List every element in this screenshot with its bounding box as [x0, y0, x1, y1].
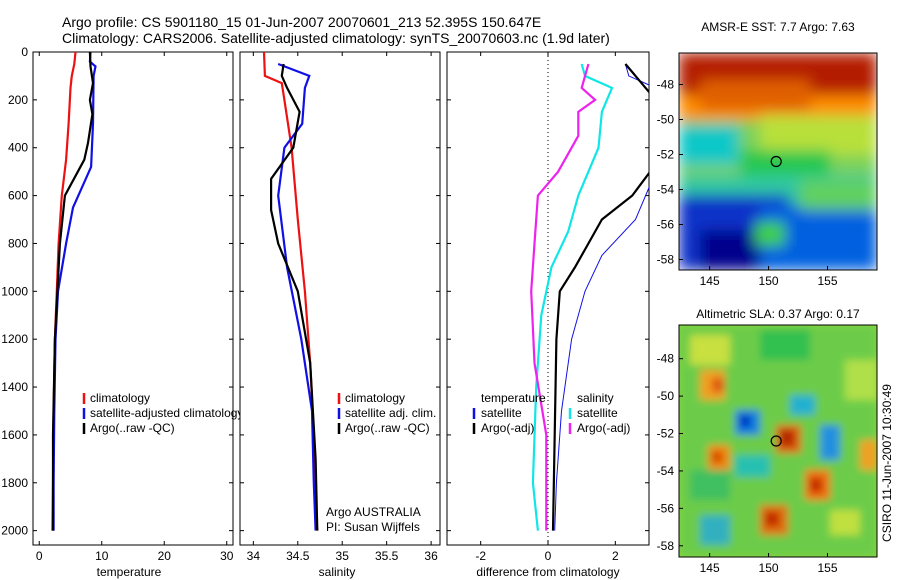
sst-argo-position-marker: [770, 155, 782, 168]
legend-label: satellite: [481, 406, 522, 420]
map-x-tick-label: 150: [759, 561, 779, 575]
sst-map-panel: AMSR-E SST: 7.7 Argo: 7.63 145 150 155-48-: [657, 20, 878, 289]
series-line-blue: [277, 62, 317, 531]
difference-lines: [530, 52, 649, 545]
x-tick-label: 2: [612, 549, 619, 563]
y-tick-label: 1600: [1, 428, 28, 442]
sst-heatmap: [679, 53, 877, 270]
legend-label: Argo(-adj): [577, 421, 630, 435]
series-line-black: [270, 63, 319, 531]
legend-label: climatology: [90, 391, 150, 405]
legend-label: Argo(..raw -QC): [345, 421, 430, 435]
salinity-xlabel: salinity: [319, 565, 356, 579]
series-line-black: [551, 63, 649, 531]
y-tick-label: 800: [8, 236, 28, 250]
map-x-tick-label: 150: [759, 274, 779, 288]
temperature-panel: 0 10 20 30 0 200 400 600 800 1000 1200 1400 1600 1800…: [1, 45, 243, 579]
legend-label: climatology: [345, 391, 405, 405]
temperature-axes-box: [32, 51, 234, 546]
x-tick-label: 34: [247, 549, 261, 563]
map-y-tick-label: -54: [657, 464, 675, 478]
y-tick-label: 1000: [1, 284, 28, 298]
salinity-ticks: 34 34.5 35 35.5 36: [240, 51, 440, 563]
sst-map-frame: [678, 52, 878, 271]
map-y-tick-label: -50: [657, 389, 675, 403]
y-tick-label: 1200: [1, 332, 28, 346]
y-tick-label: 0: [21, 45, 28, 59]
x-tick-label: 0: [545, 549, 552, 563]
difference-xlabel: difference from climatology: [476, 565, 619, 579]
x-tick-label: 30: [220, 549, 234, 563]
salinity-lines: [262, 52, 319, 531]
x-tick-label: 34.5: [286, 549, 310, 563]
map-y-tick-label: -50: [657, 113, 675, 127]
y-tick-label: 600: [8, 189, 28, 203]
temperature-lines: [51, 52, 97, 531]
sla-map-title: Altimetric SLA: 0.37 Argo: 0.17: [696, 307, 860, 321]
map-x-tick-label: 145: [700, 274, 720, 288]
sla-heatmap: [679, 325, 877, 557]
y-tick-label: 2000: [1, 524, 28, 538]
x-tick-label: 36: [424, 549, 438, 563]
series-line-magenta: [530, 63, 597, 531]
figure-title-line-2: Climatology: CARS2006. Satellite-adjuste…: [62, 30, 610, 46]
map-y-tick-label: -48: [657, 352, 675, 366]
map-y-tick-label: -52: [657, 427, 675, 441]
difference-legend: temperaturesatelliteArgo(-adj)salinitysa…: [472, 391, 630, 435]
sla-map-panel: Altimetric SLA: 0.37 Argo: 0.17: [657, 307, 878, 575]
salinity-axes-box: [239, 51, 441, 546]
y-tick-label: 1800: [1, 476, 28, 490]
figure-title-line-1: Argo profile: CS 5901180_15 01-Jun-2007 …: [62, 14, 541, 30]
argo-program-label: Argo AUSTRALIA: [326, 505, 421, 519]
y-tick-label: 200: [8, 93, 28, 107]
series-line-black: [51, 52, 95, 531]
legend-group-title: temperature: [481, 391, 546, 405]
legend-label: Argo(..raw -QC): [90, 421, 175, 435]
map-y-tick-label: -52: [657, 148, 675, 162]
temperature-xlabel: temperature: [97, 565, 162, 579]
temperature-ticks: 0 10 20 30 0 200 400 600 800 1000 1200 1400 1600 1800…: [1, 45, 233, 563]
map-y-tick-label: -56: [657, 501, 675, 515]
map-y-tick-label: -54: [657, 183, 675, 197]
x-tick-label: 35.5: [375, 549, 399, 563]
legend-label: satellite adj. clim.: [345, 406, 436, 420]
sla-argo-position-marker: [770, 435, 782, 447]
sst-map-title: AMSR-E SST: 7.7 Argo: 7.63: [701, 20, 855, 34]
series-line-blue: [554, 63, 649, 531]
map-y-tick-label: -58: [657, 539, 675, 553]
map-x-tick-label: 155: [817, 561, 837, 575]
y-tick-label: 400: [8, 141, 28, 155]
principal-investigator-label: PI: Susan Wijffels: [326, 520, 420, 534]
legend-label: satellite-adjusted climatology: [90, 406, 243, 420]
difference-ticks: -2 0 2: [447, 51, 649, 563]
sla-map-ticks: 145 150 155 -48 -50 -52 -54 -56 -58: [657, 352, 838, 575]
x-tick-label: 35: [336, 549, 350, 563]
y-tick-label: 1400: [1, 380, 28, 394]
series-line-red: [262, 52, 319, 531]
map-y-tick-label: -58: [657, 253, 675, 267]
legend-label: Argo(-adj): [481, 421, 534, 435]
x-tick-label: 20: [158, 549, 172, 563]
map-y-tick-label: -56: [657, 218, 675, 232]
difference-axes-box: [446, 51, 650, 546]
map-x-tick-label: 155: [817, 274, 837, 288]
sst-map-ticks: 145 150 155 -48 -50 -52 -54 -56 -58: [657, 78, 838, 289]
series-line-cyan: [531, 63, 614, 531]
legend-group-title: salinity: [577, 391, 614, 405]
x-tick-label: 10: [95, 549, 109, 563]
x-tick-label: -2: [475, 549, 486, 563]
timestamp-vertical: CSIRO 11-Jun-2007 10:30:49: [880, 384, 894, 542]
map-y-tick-label: -48: [657, 78, 675, 92]
legend-label: satellite: [577, 406, 618, 420]
x-tick-label: 0: [36, 549, 43, 563]
difference-panel: -2 0 2 temperaturesatelliteArgo(-adj)salin…: [446, 51, 650, 579]
sla-map-frame: [678, 324, 878, 558]
map-x-tick-label: 145: [700, 561, 720, 575]
